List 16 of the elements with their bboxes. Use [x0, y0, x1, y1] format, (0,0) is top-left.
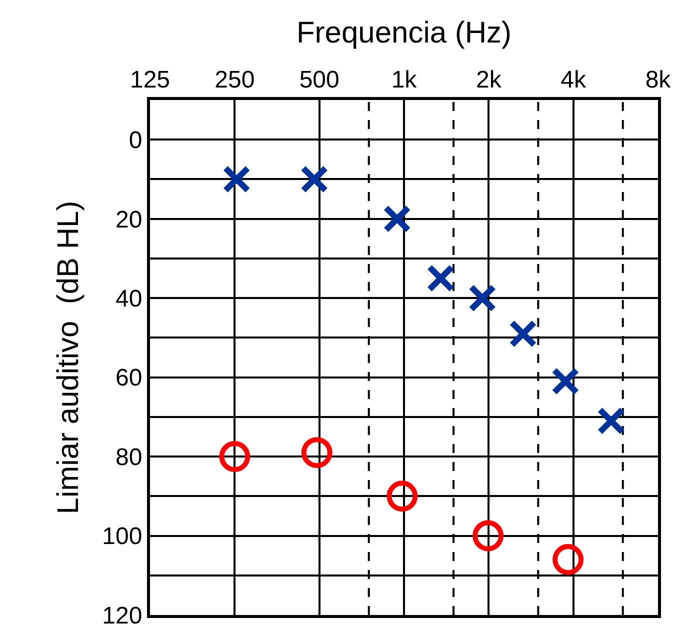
y-tick-label: 0 [128, 127, 142, 154]
x-axis-title: Frequencia (Hz) [296, 16, 512, 50]
y-tick-label: 100 [102, 523, 142, 550]
x-tick-label: 8k [645, 66, 672, 94]
x-tick-label: 125 [130, 66, 170, 94]
y-tick-label: 80 [115, 444, 142, 471]
x-tick-label: 250 [214, 66, 255, 94]
y-tick-label: 40 [115, 285, 142, 312]
x-tick-label: 1k [391, 66, 418, 94]
x-tick-label: 2k [476, 66, 502, 94]
y-axis-title: Limiar auditivo (dB HL) [52, 200, 86, 514]
x-tick-label: 4k [560, 66, 587, 94]
x-tick-label: 500 [299, 66, 340, 94]
y-tick-label: 60 [115, 364, 142, 392]
y-tick-label: 120 [102, 602, 142, 630]
y-tick-label: 20 [115, 206, 142, 234]
